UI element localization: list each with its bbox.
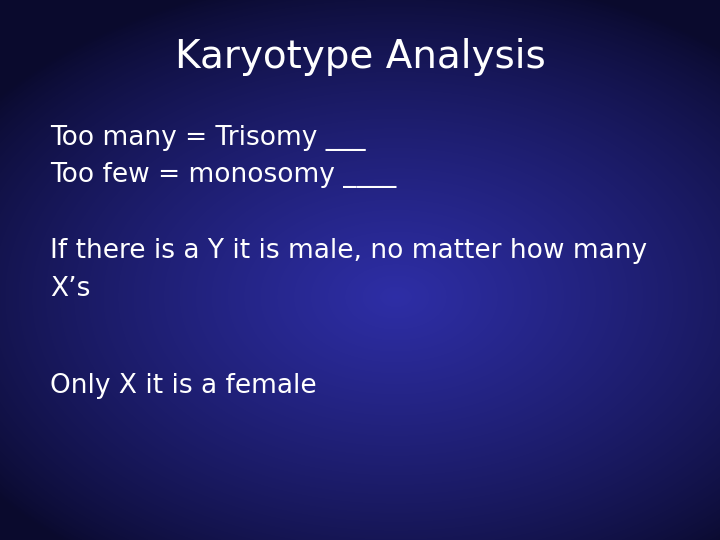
Text: Too few = monosomy ____: Too few = monosomy ____	[50, 163, 397, 188]
Text: Too many = Trisomy ___: Too many = Trisomy ___	[50, 125, 366, 151]
Text: Karyotype Analysis: Karyotype Analysis	[175, 38, 545, 76]
Text: X’s: X’s	[50, 276, 91, 302]
Text: If there is a Y it is male, no matter how many: If there is a Y it is male, no matter ho…	[50, 238, 647, 264]
Text: Only X it is a female: Only X it is a female	[50, 373, 317, 399]
